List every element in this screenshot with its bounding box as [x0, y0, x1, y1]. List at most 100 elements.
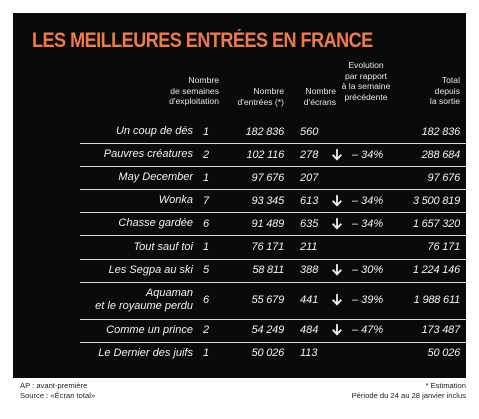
weeks-cell: 2	[202, 324, 210, 337]
table-row: Tout sauf toi 1 76 171 211 76 171	[13, 235, 466, 258]
footer-estimation: * Estimation	[425, 381, 466, 390]
footer-period-text: Période du 24 au 28 janvier inclus	[351, 391, 466, 400]
evolution-cell: – 30%	[352, 264, 384, 277]
entries-cell: 93 345	[251, 194, 285, 207]
arrow-down-icon	[331, 319, 343, 342]
total-cell: 76 171	[427, 241, 461, 254]
screens-cell: 388	[300, 264, 319, 277]
header-weeks-line: de semaines	[170, 85, 219, 96]
weeks-cell: 6	[202, 217, 210, 230]
header-total-line: Total	[441, 75, 460, 85]
table-row: Un coup de dés 1 182 836 560 182 836	[13, 120, 466, 143]
arrow-down-icon	[331, 259, 343, 282]
total-cell: 1 224 146	[412, 264, 460, 277]
weeks-cell: 2	[202, 148, 210, 161]
film-title-line: Tout sauf toi	[133, 240, 193, 253]
weeks-cell: 6	[202, 294, 210, 307]
film-title-line: Comme un prince	[106, 323, 193, 336]
header-screens: Nombre d'écrans	[304, 86, 336, 107]
entries-cell: 102 116	[246, 148, 284, 161]
screens-cell: 113	[300, 347, 318, 360]
screens-cell: 278	[300, 148, 319, 161]
entries-cell: 55 679	[251, 294, 285, 307]
film-title-line: Chasse gardée	[118, 217, 193, 230]
screens-cell: 560	[300, 125, 319, 138]
total-cell: 288 684	[421, 148, 461, 161]
total-cell: 50 026	[427, 347, 461, 360]
table-row: Les Segpa au ski 5 58 811 388 – 30% 1 224 146	[13, 258, 466, 282]
table-row: Le Dernier des juifs 1 50 026 113 50 026	[13, 341, 466, 365]
film-title: Aquaman et le royaume perdu	[95, 282, 193, 319]
screens-cell: 613	[300, 194, 319, 207]
screens-cell: 207	[300, 171, 319, 184]
table-row: Comme un prince 2 54 249 484 – 47% 173 487	[13, 318, 466, 342]
table-row: Aquaman et le royaume perdu 6 55 679 441 – 39…	[13, 281, 466, 319]
film-title-line: Pauvres créatures	[103, 148, 193, 161]
total-cell: 1 988 611	[413, 294, 461, 307]
total-cell: 173 487	[421, 324, 461, 337]
weeks-cell: 7	[202, 194, 210, 207]
table-row: Pauvres créatures 2 102 116 278 – 34% 288 684	[13, 143, 466, 166]
screens-cell: 441	[300, 294, 319, 307]
evolution-cell: – 39%	[352, 294, 384, 307]
total-cell: 182 836	[421, 125, 461, 138]
header-screens-line: Nombre	[305, 86, 336, 96]
evolution-cell: – 47%	[352, 324, 384, 337]
header-entries-line: Nombre	[253, 86, 284, 96]
footer-notes: AP : avant-première Source : «Écran tota…	[20, 381, 95, 401]
weeks-cell: 1	[202, 125, 210, 138]
screens-cell: 484	[300, 324, 319, 337]
weeks-cell: 1	[202, 241, 210, 254]
entries-cell: 58 811	[252, 264, 284, 277]
film-title: May December	[118, 166, 193, 189]
table-row: Wonka 7 93 345 613 – 34% 3 500 819	[13, 189, 466, 212]
header-total-line: la sortie	[429, 96, 460, 107]
entries-cell: 76 171	[251, 241, 285, 254]
weeks-cell: 1	[202, 171, 210, 184]
evolution-cell: – 34%	[352, 217, 384, 230]
total-cell: 3 500 819	[412, 194, 460, 207]
box-office-table: Un coup de dés 1 182 836 560 182 836 Pauvres …	[13, 120, 466, 365]
footer-period: * Estimation Période du 24 au 28 janvier…	[352, 381, 466, 401]
film-title: Comme un prince	[106, 319, 193, 342]
header-entries-line: d'entrées (*)	[237, 96, 284, 107]
footer-source: Source : «Écran total»	[20, 391, 96, 400]
weeks-cell: 5	[202, 264, 210, 277]
screens-cell: 211	[300, 241, 318, 254]
entries-cell: 50 026	[251, 347, 285, 360]
arrow-down-icon	[331, 143, 343, 166]
total-cell: 97 676	[427, 171, 461, 184]
header-screens-line: d'écrans	[303, 96, 336, 107]
table-row: May December 1 97 676 207 97 676	[13, 166, 466, 189]
film-title: Les Segpa au ski	[109, 259, 193, 282]
film-title: Chasse gardée	[118, 212, 193, 235]
film-title-line: et le royaume perdu	[95, 300, 193, 313]
arrow-down-icon	[331, 212, 343, 235]
film-title: Tout sauf toi	[133, 235, 193, 258]
entries-cell: 91 489	[251, 217, 285, 230]
header-weeks: Nombre de semaines d'exploitation	[169, 75, 219, 107]
film-title: Pauvres créatures	[104, 143, 193, 166]
header-evolution: Evolution par rapport à la semaine précé…	[331, 60, 401, 102]
header-evolution-line: Evolution	[348, 60, 384, 70]
table-row: Chasse gardée 6 91 489 635 – 34% 1 657 320	[13, 212, 466, 235]
film-title: Un coup de dés	[116, 120, 193, 143]
header-evolution-line: à la semaine	[341, 81, 391, 92]
page-title: LES MEILLEURES ENTRÉES EN FRANCE	[32, 29, 373, 52]
arrow-down-icon	[331, 282, 343, 319]
header-evolution-line: par rapport	[344, 70, 388, 81]
header-total: Total depuis la sortie	[430, 75, 460, 107]
entries-cell: 97 676	[251, 171, 285, 184]
film-title-line: Les Segpa au ski	[108, 263, 193, 276]
film-title-line: Le Dernier des juifs	[98, 346, 193, 359]
evolution-cell: – 34%	[352, 148, 384, 161]
evolution-cell: – 34%	[352, 194, 384, 207]
footer-note: AP : avant-première	[20, 381, 88, 390]
header-weeks-line: Nombre	[188, 75, 219, 85]
header-evolution-line: précédente	[344, 91, 388, 102]
arrow-down-icon	[331, 189, 343, 212]
film-title-line: Aquaman	[145, 287, 193, 300]
header-weeks-line: d'exploitation	[169, 96, 219, 107]
film-title-line: Un coup de dés	[115, 125, 193, 138]
entries-cell: 54 249	[251, 324, 285, 337]
